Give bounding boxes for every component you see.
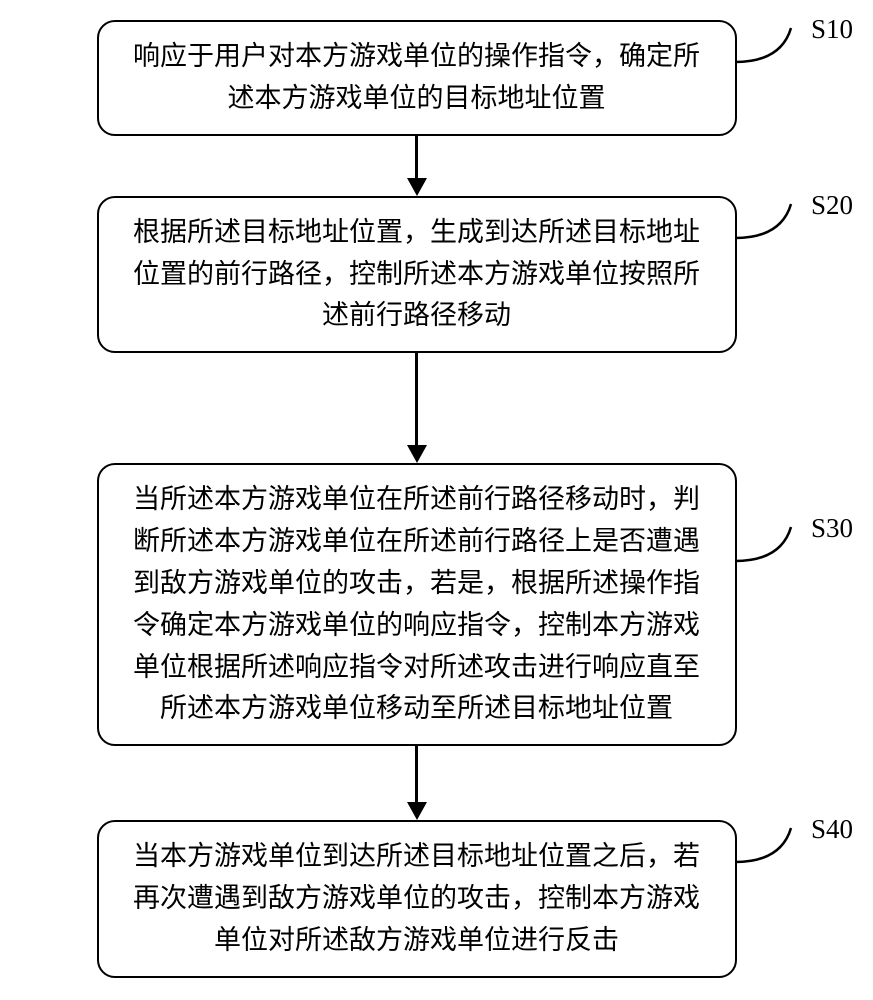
flow-arrow bbox=[407, 746, 427, 820]
flow-step-node: 响应于用户对本方游戏单位的操作指令，确定所述本方游戏单位的目标地址位置 bbox=[97, 20, 737, 136]
flow-step-node: 根据所述目标地址位置，生成到达所述目标地址位置的前行路径，控制所述本方游戏单位按… bbox=[97, 196, 737, 354]
connector-curve bbox=[731, 822, 821, 872]
flow-step-node: 当本方游戏单位到达所述目标地址位置之后，若再次遭遇到敌方游戏单位的攻击，控制本方… bbox=[97, 820, 737, 978]
arrow-line bbox=[415, 746, 418, 802]
flow-arrow bbox=[407, 353, 427, 463]
connector-curve bbox=[731, 22, 821, 72]
flow-step-wrap: 当本方游戏单位到达所述目标地址位置之后，若再次遭遇到敌方游戏单位的攻击，控制本方… bbox=[20, 820, 813, 978]
arrow-head-icon bbox=[407, 802, 427, 820]
flowchart-container: 响应于用户对本方游戏单位的操作指令，确定所述本方游戏单位的目标地址位置S10 根据… bbox=[20, 20, 813, 978]
arrow-head-icon bbox=[407, 445, 427, 463]
flow-arrow bbox=[407, 136, 427, 196]
flow-step-node: 当所述本方游戏单位在所述前行路径移动时，判断所述本方游戏单位在所述前行路径上是否… bbox=[97, 463, 737, 746]
connector-curve bbox=[731, 521, 821, 571]
flow-step-wrap: 根据所述目标地址位置，生成到达所述目标地址位置的前行路径，控制所述本方游戏单位按… bbox=[20, 196, 813, 354]
arrow-line bbox=[415, 136, 418, 178]
arrow-head-icon bbox=[407, 178, 427, 196]
arrow-line bbox=[415, 353, 418, 445]
connector-curve bbox=[731, 198, 821, 248]
flow-step-wrap: 响应于用户对本方游戏单位的操作指令，确定所述本方游戏单位的目标地址位置S10 bbox=[20, 20, 813, 136]
flow-step-wrap: 当所述本方游戏单位在所述前行路径移动时，判断所述本方游戏单位在所述前行路径上是否… bbox=[20, 463, 813, 746]
